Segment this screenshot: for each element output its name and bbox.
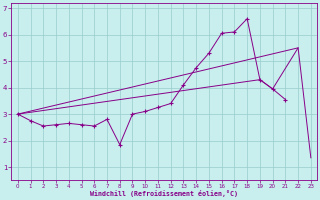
X-axis label: Windchill (Refroidissement éolien,°C): Windchill (Refroidissement éolien,°C) (90, 190, 238, 197)
